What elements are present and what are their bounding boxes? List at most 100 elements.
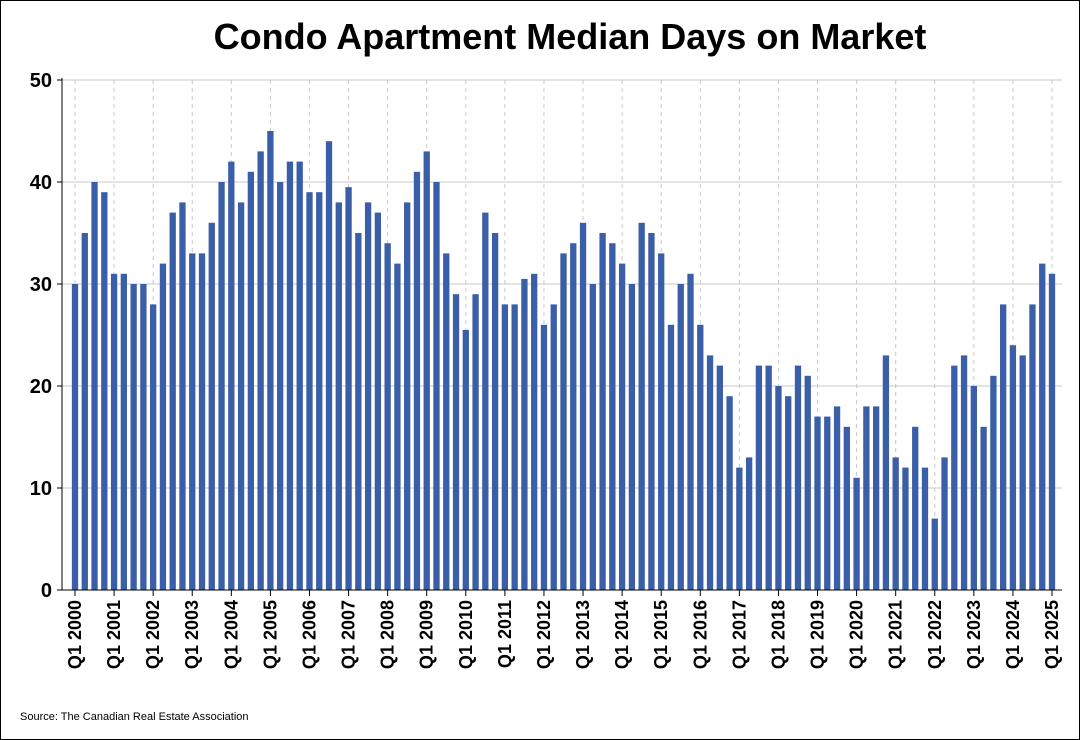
- bar: [374, 212, 382, 590]
- bar: [560, 253, 567, 590]
- bar: [872, 406, 880, 590]
- x-tick-label: Q1 2007: [339, 600, 359, 669]
- x-tick-label: Q1 2010: [456, 600, 476, 669]
- x-tick-label: Q1 2019: [808, 600, 828, 669]
- x-tick-label: Q1 2024: [1003, 600, 1023, 669]
- bar: [228, 161, 235, 590]
- bar: [824, 416, 831, 590]
- bar: [706, 355, 714, 590]
- bar: [335, 202, 342, 590]
- bar: [882, 355, 890, 590]
- bar: [648, 233, 655, 590]
- bar: [296, 161, 303, 590]
- bar: [785, 396, 792, 590]
- bar: [150, 304, 157, 590]
- bar: [863, 406, 870, 590]
- bar: [550, 304, 557, 590]
- x-tick-label: Q1 2002: [143, 600, 163, 669]
- bar: [540, 324, 548, 590]
- bar: [736, 467, 743, 590]
- bar: [140, 284, 147, 590]
- x-tick-label: Q1 2003: [182, 600, 202, 669]
- bar: [697, 324, 704, 590]
- bar: [169, 212, 176, 590]
- x-tick-label: Q1 2012: [534, 600, 554, 669]
- x-tick-label: Q1 2025: [1042, 600, 1062, 669]
- x-tick-label: Q1 2008: [378, 600, 398, 669]
- bar: [1009, 345, 1017, 590]
- bar: [677, 284, 684, 590]
- bar: [325, 141, 333, 590]
- bar: [1039, 263, 1046, 590]
- bar: [482, 212, 489, 590]
- bar: [257, 151, 264, 590]
- bar: [1048, 273, 1056, 590]
- bar: [208, 222, 215, 591]
- bar: [277, 182, 284, 590]
- bar: [521, 278, 528, 590]
- bar: [189, 253, 196, 590]
- bar: [775, 386, 782, 590]
- x-tick-label: Q1 2006: [299, 600, 319, 669]
- bar: [1000, 304, 1007, 590]
- bar: [658, 253, 665, 590]
- x-tick-label: Q1 2017: [729, 600, 749, 669]
- bar: [1019, 355, 1026, 590]
- bars: [71, 131, 1056, 591]
- x-tick-label: Q1 2001: [104, 600, 124, 669]
- x-tick-label: Q1 2021: [886, 600, 906, 669]
- bar: [433, 182, 440, 590]
- bar: [286, 161, 294, 590]
- bar: [491, 233, 499, 590]
- bar: [71, 284, 79, 590]
- bar: [892, 457, 899, 590]
- bar: [579, 222, 587, 591]
- bar: [179, 202, 186, 590]
- bar: [364, 202, 372, 590]
- x-tick-label: Q1 2004: [221, 600, 241, 669]
- bar: [843, 426, 850, 590]
- bar: [960, 355, 968, 590]
- bar: [902, 467, 909, 590]
- y-tick-label: 20: [30, 376, 52, 398]
- x-tick-label: Q1 2000: [65, 600, 85, 669]
- x-tick-label: Q1 2015: [651, 600, 671, 669]
- x-tick-label: Q1 2011: [495, 600, 515, 668]
- y-tick-label: 50: [30, 70, 52, 92]
- bar: [755, 365, 763, 590]
- bar: [345, 187, 352, 590]
- bar: [794, 365, 802, 590]
- bar: [853, 477, 860, 590]
- y-tick-label: 10: [30, 478, 52, 500]
- bar: [618, 263, 626, 590]
- bar: [159, 263, 167, 590]
- x-tick-label: Q1 2005: [260, 600, 280, 669]
- x-tick-label: Q1 2009: [417, 600, 437, 669]
- bar: [609, 243, 616, 590]
- tick-labels: 0 10 20 30 40 50 Q1 2000 Q1 2001 Q1 2002 Q1 2003 Q…: [30, 70, 1062, 669]
- bar: [687, 273, 694, 590]
- bar: [667, 324, 675, 590]
- source-note: Source: The Canadian Real Estate Associa…: [20, 711, 249, 723]
- x-tick-label: Q1 2016: [690, 600, 710, 669]
- bar: [404, 202, 411, 590]
- y-tick-label: 40: [30, 172, 52, 194]
- bar: [589, 284, 596, 590]
- bar: [452, 294, 460, 590]
- bar: [804, 375, 811, 590]
- bar: [413, 171, 421, 591]
- bar: [912, 426, 919, 590]
- bar: [218, 182, 225, 590]
- bar: [980, 426, 987, 590]
- bar: [765, 365, 772, 590]
- bar: [316, 192, 323, 590]
- bar: [628, 284, 636, 590]
- bar: [423, 151, 430, 590]
- y-tick-label: 30: [30, 274, 52, 296]
- bar: [247, 171, 255, 591]
- bar: [931, 518, 938, 590]
- bar: [599, 233, 606, 590]
- bar: [472, 294, 479, 590]
- bar: [990, 375, 997, 590]
- bar: [462, 329, 469, 590]
